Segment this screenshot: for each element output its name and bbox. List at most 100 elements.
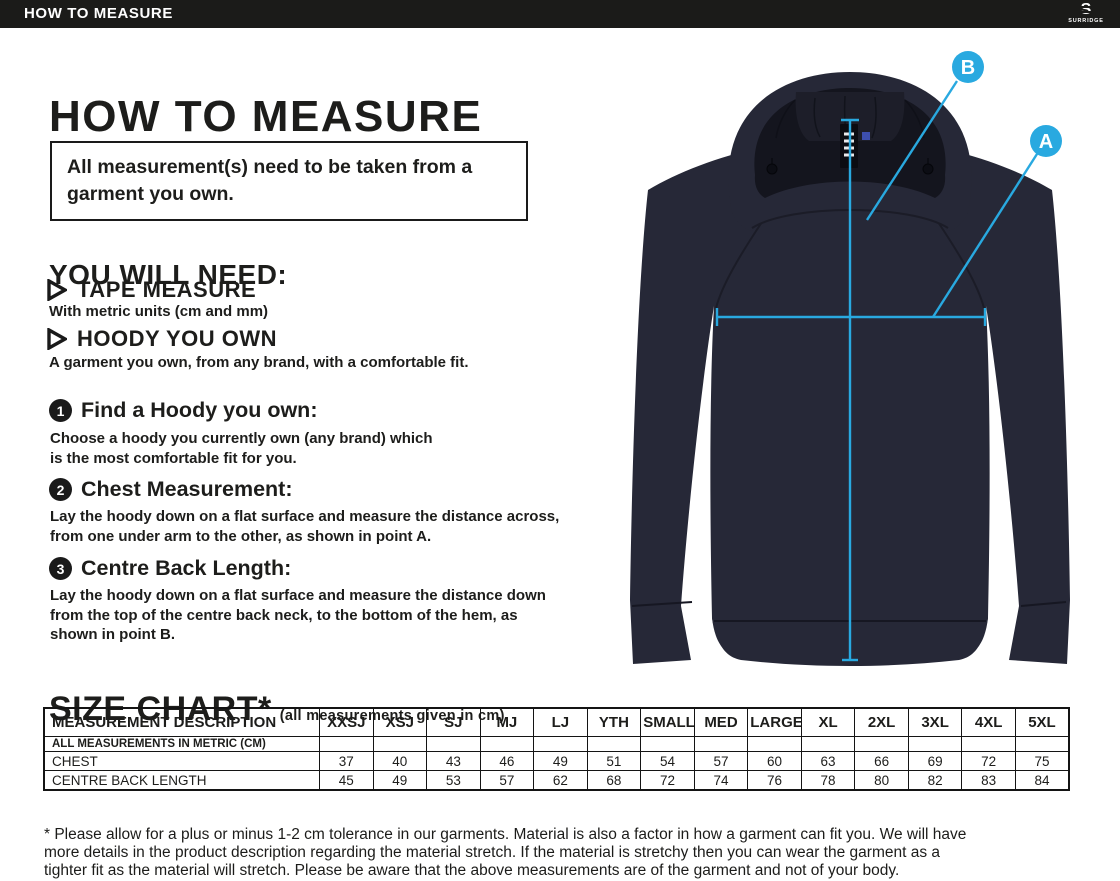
badge-circle (1030, 125, 1062, 157)
measurement-value-cell: 53 (426, 770, 481, 791)
need-item-tape-measure: TAPE MEASURE (46, 277, 256, 303)
step-number-badge: 1 (49, 399, 72, 422)
step-title: Centre Back Length: (81, 556, 292, 580)
hoody-illustration: B A (630, 51, 1070, 666)
need-item-label: HOODY YOU OWN (77, 326, 278, 351)
size-tab (862, 132, 870, 140)
empty-cell (961, 736, 1016, 752)
size-column-header: MED (693, 707, 749, 737)
surridge-logo: S SURRIDGE (1064, 1, 1108, 27)
empty-cell (747, 736, 802, 752)
measurement-value-cell: 57 (693, 751, 749, 771)
metric-note-cell: ALL MEASUREMENTS IN METRIC (CM) (43, 736, 320, 752)
measurement-value-cell: 49 (533, 751, 588, 771)
size-column-header: LJ (533, 707, 588, 737)
size-table-row: CENTRE BACK LENGTH 45 49 53 57 62 68 72 74 76 78 80… (43, 770, 1070, 791)
measurement-label-cell: CENTRE BACK LENGTH (43, 770, 320, 791)
callout-line-a (931, 153, 1039, 318)
notice-box: All measurement(s) need to be taken from… (50, 141, 528, 221)
size-column-header: MJ (479, 707, 535, 737)
callout-line-b (865, 80, 959, 221)
empty-cell (426, 736, 481, 752)
badge-letter: A (1039, 131, 1053, 153)
measurement-value-cell: 40 (372, 751, 428, 771)
empty-cell (479, 736, 535, 752)
step-number-badge: 3 (49, 557, 72, 580)
right-cuff-seam (1020, 601, 1067, 607)
size-column-header: LARGE (747, 707, 802, 737)
measurement-lines (715, 80, 1039, 662)
measurement-value-cell: 83 (961, 770, 1016, 791)
top-bar: HOW TO MEASURE S SURRIDGE (0, 0, 1120, 28)
need-item-detail: A garment you own, from any brand, with … (49, 354, 469, 371)
size-chart-table: MEASUREMENT DESCRIPTION XXSJ XSJ SJ MJ LJ YTH S… (43, 707, 1070, 791)
empty-cell (800, 736, 856, 752)
step-number-badge: 2 (49, 478, 72, 501)
measurement-value-cell: 60 (747, 751, 802, 771)
tolerance-footnote: * Please allow for a plus or minus 1-2 c… (44, 825, 967, 880)
size-column-header: 5XL (1014, 707, 1070, 737)
step-1-heading: 1 Find a Hoody you own: (49, 398, 317, 423)
measurement-value-cell: 84 (1014, 770, 1070, 791)
size-column-header: 3XL (907, 707, 963, 737)
measurement-value-cell: 62 (533, 770, 588, 791)
measurement-value-cell: 51 (586, 751, 642, 771)
size-column-header: XSJ (372, 707, 428, 737)
step-title: Find a Hoody you own: (81, 398, 318, 422)
page-title: HOW TO MEASURE (49, 92, 483, 142)
need-item-detail: With metric units (cm and mm) (49, 303, 269, 320)
measurement-value-cell: 76 (747, 770, 802, 791)
empty-cell (1014, 736, 1070, 752)
measurement-value-cell: 74 (693, 770, 749, 791)
triangle-bullet-icon (47, 328, 67, 350)
measurement-value-cell: 66 (854, 751, 909, 771)
need-item-hoody: HOODY YOU OWN (46, 326, 277, 352)
empty-cell (586, 736, 642, 752)
size-column-header: SJ (426, 707, 481, 737)
size-column-header: 4XL (961, 707, 1016, 737)
step-2-description: Lay the hoody down on a flat surface and… (50, 508, 560, 545)
empty-cell (854, 736, 909, 752)
hood-back-panel (795, 92, 905, 141)
size-column-header: 2XL (854, 707, 909, 737)
empty-cell (319, 736, 374, 752)
size-column-header: XL (800, 707, 856, 737)
measurement-value-cell: 37 (319, 751, 374, 771)
right-raglan-seam (937, 221, 985, 309)
badge-letter: B (961, 57, 975, 79)
hoody-measurement-diagram: B A (600, 40, 1120, 680)
need-item-label: TAPE MEASURE (77, 277, 257, 302)
top-bar-title: HOW TO MEASURE (24, 5, 173, 22)
step-2-heading: 2 Chest Measurement: (49, 477, 292, 502)
measurement-label-cell: CHEST (43, 751, 320, 771)
step-3-heading: 3 Centre Back Length: (49, 556, 291, 581)
measurement-value-cell: 75 (1014, 751, 1070, 771)
measurement-value-cell: 68 (586, 770, 642, 791)
empty-cell (372, 736, 428, 752)
size-table-head-row: MEASUREMENT DESCRIPTION XXSJ XSJ SJ MJ LJ YTH S… (43, 707, 1070, 737)
measurement-value-cell: 78 (800, 770, 856, 791)
step-title: Chest Measurement: (81, 477, 293, 501)
left-raglan-seam (715, 221, 763, 309)
triangle-bullet-icon (47, 279, 67, 301)
you-will-need-heading: YOU WILL NEED: (49, 259, 288, 291)
measurement-value-cell: 82 (907, 770, 963, 791)
size-column-header: MEASUREMENT DESCRIPTION (43, 707, 320, 737)
measurement-value-cell: 69 (907, 751, 963, 771)
point-a-badge: A (1030, 125, 1062, 157)
step-1-description: Choose a hoody you currently own (any br… (50, 430, 433, 467)
size-column-header: YTH (586, 707, 642, 737)
surridge-wordmark: SURRIDGE (1068, 18, 1104, 24)
measurement-value-cell: 46 (479, 751, 535, 771)
left-cuff-seam (631, 601, 693, 607)
measurement-value-cell: 54 (640, 751, 695, 771)
point-b-badge: B (952, 51, 984, 83)
empty-cell (640, 736, 695, 752)
size-column-header: SMALL (640, 707, 695, 737)
measurement-value-cell: 43 (426, 751, 481, 771)
measurement-value-cell: 80 (854, 770, 909, 791)
empty-cell (693, 736, 749, 752)
surridge-s-icon: S (1064, 1, 1108, 18)
right-toggle (922, 163, 934, 175)
